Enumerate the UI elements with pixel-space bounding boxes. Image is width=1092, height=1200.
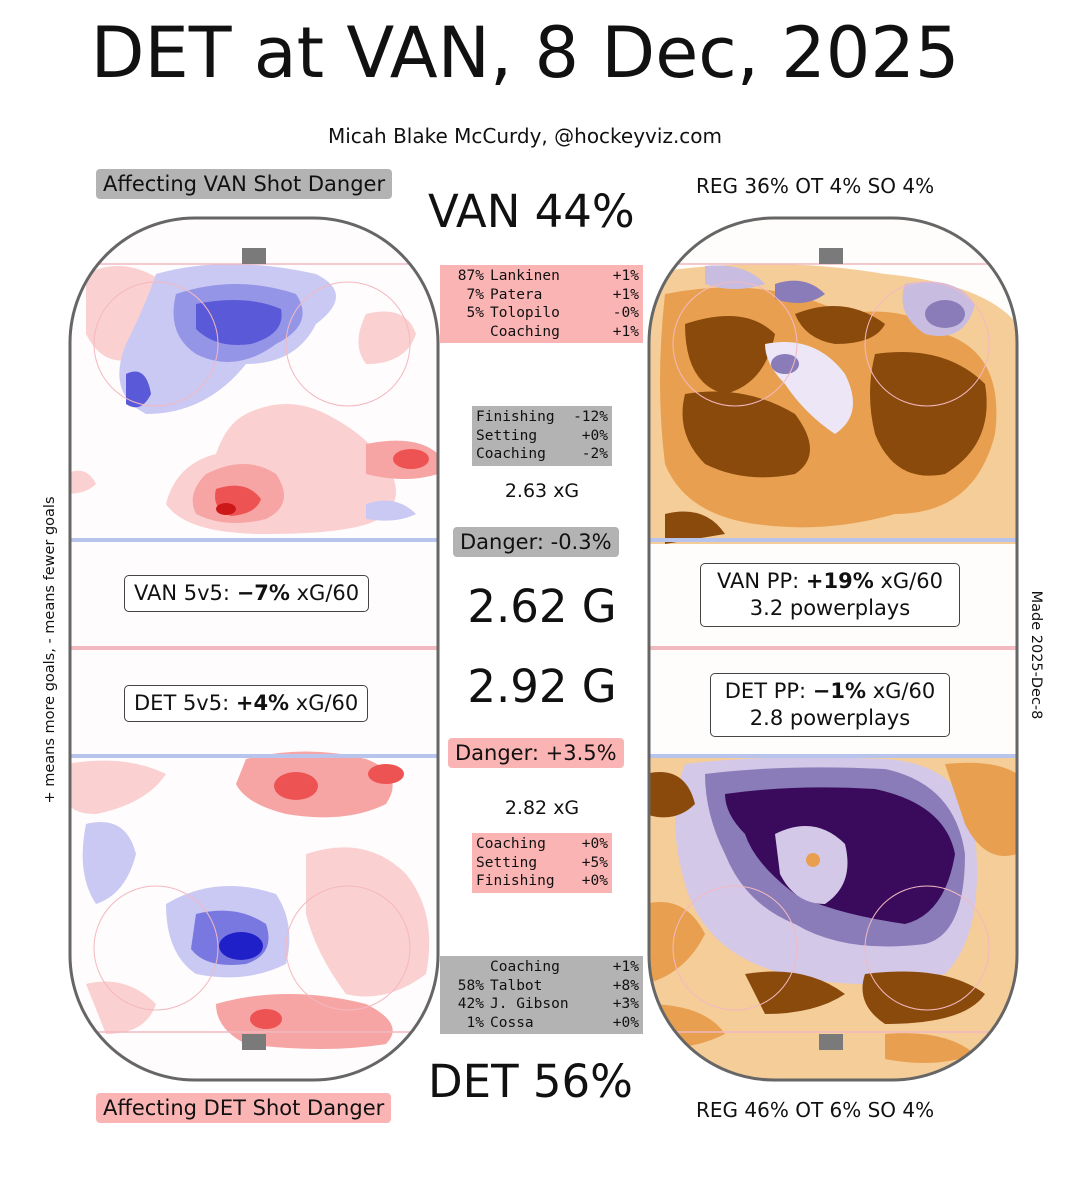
unit: xG/60 xyxy=(289,691,359,715)
table-row: 58% Talbot +8% xyxy=(444,977,639,996)
det-goalie-table: Coaching +1% 58% Talbot +8% 42% J. Gibson +3%… xyxy=(440,956,643,1034)
label: DET 5v5: xyxy=(134,691,236,715)
affecting-van-label: Affecting VAN Shot Danger xyxy=(96,169,393,199)
table-row: 87% Lankinen +1% xyxy=(444,267,639,286)
det-5v5-box: DET 5v5: +4% xG/60 xyxy=(124,685,369,722)
det-goals: 2.92 G xyxy=(467,660,617,713)
share xyxy=(444,958,484,977)
det-pp-heatmap xyxy=(649,756,1017,1080)
made-date-text: Made 2025-Dec-8 xyxy=(1028,590,1044,720)
pp-line: DET PP: −1% xG/60 xyxy=(720,678,940,705)
goalie-name: Coaching xyxy=(490,959,560,975)
share: 7% xyxy=(466,286,484,303)
author-credit: Micah Blake McCurdy, @hockeyviz.com xyxy=(327,124,723,148)
table-row: Coaching -2% xyxy=(476,445,608,464)
impact: +1% xyxy=(612,323,639,340)
table-row: 7% Patera +1% xyxy=(444,286,639,305)
det-heatmap xyxy=(70,751,430,1049)
det-danger-badge: Danger: +3.5% xyxy=(448,738,624,768)
factor-name: Setting xyxy=(476,427,538,444)
table-row: Finishing -12% xyxy=(476,408,608,427)
value: +4% xyxy=(235,691,290,715)
affecting-det-label: Affecting DET Shot Danger xyxy=(96,1093,392,1123)
det-win-pct: DET 56% xyxy=(428,1055,633,1108)
legend-text: + means more goals, - means fewer goals xyxy=(42,496,58,804)
table-row: 5% Tolopilo -0% xyxy=(444,304,639,323)
table-row: 1% Cossa +0% xyxy=(444,1014,639,1033)
table-row: Setting +5% xyxy=(476,854,608,873)
impact: +1% xyxy=(612,286,639,303)
goalie-name: Coaching xyxy=(490,323,560,340)
impact: +1% xyxy=(612,959,639,975)
impact: -0% xyxy=(612,305,639,321)
share: 87% xyxy=(457,268,484,284)
factor-name: Coaching xyxy=(476,446,546,462)
factor-name: Finishing xyxy=(476,409,555,425)
det-outcome-split: REG 46% OT 6% SO 4% xyxy=(696,1098,935,1122)
goalie-name: Lankinen xyxy=(490,268,560,284)
det-xg: 2.82 xG xyxy=(504,797,580,819)
impact: +8% xyxy=(612,977,639,994)
label: VAN 5v5: xyxy=(134,581,237,605)
van-pp-box: VAN PP: +19% xG/60 3.2 powerplays xyxy=(700,563,960,627)
pp-line: VAN PP: +19% xG/60 xyxy=(710,568,950,595)
factor-value: +0% xyxy=(581,873,608,889)
table-row: Setting +0% xyxy=(476,427,608,446)
van-win-pct: VAN 44% xyxy=(428,185,635,238)
share: 58% xyxy=(457,977,484,994)
value: +19% xyxy=(805,569,874,593)
share: 5% xyxy=(466,305,484,321)
van-goals: 2.62 G xyxy=(467,580,617,633)
table-row: Coaching +1% xyxy=(444,958,639,977)
made-date: Made 2025-Dec-8 xyxy=(1024,580,1048,730)
van-xg: 2.63 xG xyxy=(504,480,580,502)
van-goalie-table: 87% Lankinen +1% 7% Patera +1% 5% Tolopilo -0%… xyxy=(440,265,643,343)
rink-5v5 xyxy=(68,216,440,1082)
factor-value: -2% xyxy=(581,446,608,462)
share xyxy=(444,323,484,342)
powerplay-count: 3.2 powerplays xyxy=(749,596,911,620)
factor-value: +5% xyxy=(581,854,608,871)
legend-note: + means more goals, - means fewer goals xyxy=(38,480,62,820)
factor-name: Coaching xyxy=(476,836,546,852)
goalie-name: Patera xyxy=(490,286,543,303)
table-row: Coaching +0% xyxy=(476,835,608,854)
van-5v5-box: VAN 5v5: −7% xG/60 xyxy=(124,575,370,612)
value: −7% xyxy=(236,581,290,605)
factor-value: +0% xyxy=(581,427,608,444)
table-row: Finishing +0% xyxy=(476,872,608,891)
van-pp-heatmap xyxy=(649,264,1017,544)
van-outcome-split: REG 36% OT 4% SO 4% xyxy=(696,174,935,198)
powerplay-count: 2.8 powerplays xyxy=(749,706,911,730)
factor-value: -12% xyxy=(573,409,608,425)
det-factor-table: Coaching +0% Setting +5% Finishing +0% xyxy=(472,833,612,893)
label: VAN PP: xyxy=(717,569,806,593)
impact: +0% xyxy=(612,1014,639,1031)
goalie-name: Tolopilo xyxy=(490,305,560,321)
van-factor-table: Finishing -12% Setting +0% Coaching -2% xyxy=(472,406,612,466)
rink-powerplay xyxy=(647,216,1019,1082)
factor-value: +0% xyxy=(581,836,608,852)
goalie-name: Talbot xyxy=(490,977,543,994)
value: −1% xyxy=(812,679,867,703)
unit: xG/60 xyxy=(866,679,936,703)
van-danger-badge: Danger: -0.3% xyxy=(453,527,619,557)
share: 1% xyxy=(466,1014,484,1031)
page-title: DET at VAN, 8 Dec, 2025 xyxy=(90,12,960,94)
table-row: 42% J. Gibson +3% xyxy=(444,995,639,1014)
share: 42% xyxy=(457,996,484,1012)
label: DET PP: xyxy=(724,679,813,703)
impact: +3% xyxy=(612,996,639,1012)
factor-name: Setting xyxy=(476,854,538,871)
unit: xG/60 xyxy=(289,581,360,605)
table-row: Coaching +1% xyxy=(444,323,639,342)
goalie-name: J. Gibson xyxy=(490,996,569,1012)
impact: +1% xyxy=(612,268,639,284)
factor-name: Finishing xyxy=(476,873,555,889)
unit: xG/60 xyxy=(873,569,943,593)
det-pp-box: DET PP: −1% xG/60 2.8 powerplays xyxy=(710,673,950,737)
goalie-name: Cossa xyxy=(490,1014,534,1031)
van-heatmap xyxy=(70,264,438,534)
